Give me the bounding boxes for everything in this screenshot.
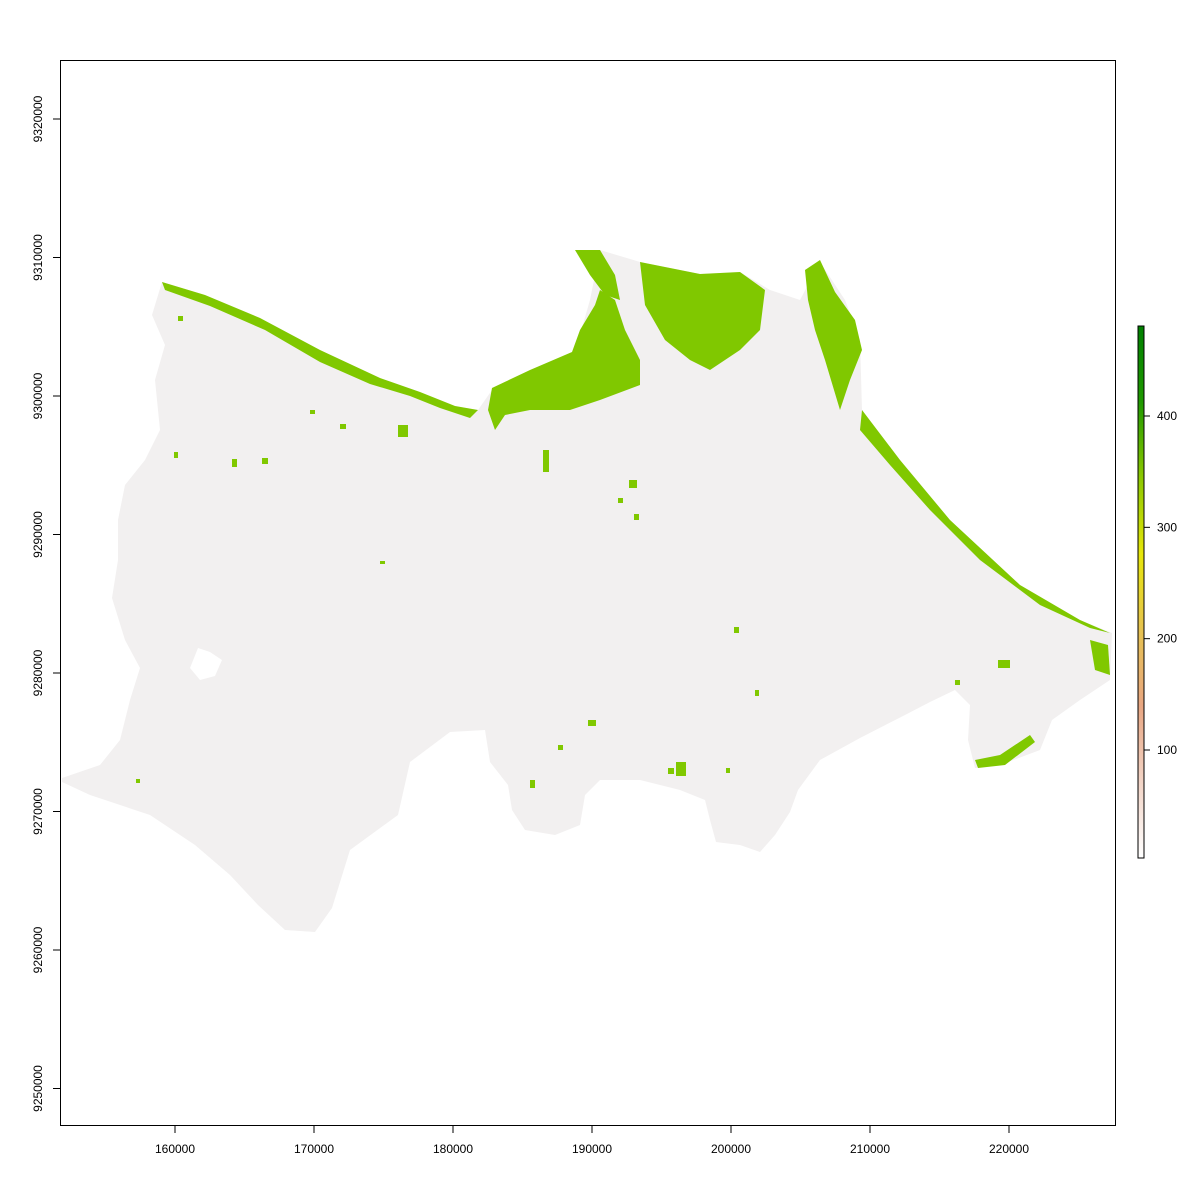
inland-water-body	[190, 648, 222, 680]
delta-vegetation-central	[640, 262, 765, 370]
legend-tick-label: 300	[1157, 520, 1177, 534]
plot-frame	[60, 60, 1116, 1126]
southeast-patch	[975, 735, 1035, 768]
y-tick-label: 9300000	[31, 372, 45, 419]
patch-20	[726, 768, 730, 773]
patch-6	[543, 450, 549, 472]
y-tick-label: 9310000	[31, 234, 45, 281]
patch-16	[530, 780, 535, 788]
y-axis: 9250000 9260000 9270000 9280000 9290000 93000…	[31, 95, 60, 1112]
x-tick-label: 160000	[155, 1142, 195, 1156]
patch-4	[232, 459, 237, 467]
patch-3	[398, 425, 408, 437]
patch-18	[998, 660, 1010, 668]
x-tick-label: 180000	[433, 1142, 473, 1156]
coastal-strip-west	[162, 282, 478, 418]
delta-vegetation-north	[575, 250, 620, 300]
patch-8	[618, 498, 623, 503]
y-tick-label: 9280000	[31, 649, 45, 696]
y-tick-label: 9320000	[31, 95, 45, 142]
legend-colorbar: 100 200 300 400	[1137, 325, 1177, 859]
patch-19	[755, 690, 759, 696]
legend-tick-label: 200	[1157, 632, 1177, 646]
y-tick-label: 9270000	[31, 788, 45, 835]
patch-2	[340, 424, 346, 429]
patch-9	[634, 514, 639, 520]
x-tick-label: 190000	[572, 1142, 612, 1156]
patch-15	[558, 745, 563, 750]
y-tick-label: 9250000	[31, 1065, 45, 1112]
patch-7	[629, 480, 637, 488]
x-tick-label: 220000	[989, 1142, 1029, 1156]
river-mouth-vegetation	[805, 260, 862, 410]
patch-11	[734, 627, 739, 633]
east-coast-patch	[1090, 640, 1110, 675]
legend-bar	[1137, 325, 1145, 859]
patch-10	[380, 561, 385, 564]
x-tick-label: 170000	[294, 1142, 334, 1156]
patch-14	[668, 768, 674, 774]
y-tick-label: 9290000	[31, 511, 45, 558]
patch-12	[588, 720, 596, 726]
patch-17	[136, 779, 140, 783]
patch-5	[262, 458, 268, 464]
patch-22	[310, 410, 315, 414]
patch-1	[178, 316, 183, 321]
x-tick-label: 210000	[850, 1142, 890, 1156]
x-axis: 160000 170000 180000 190000 200000 210000 2200…	[155, 1126, 1029, 1156]
patch-13	[676, 762, 686, 776]
y-tick-label: 9260000	[31, 926, 45, 973]
patch-23	[955, 680, 960, 685]
patch-21	[174, 452, 178, 458]
legend-tick-label: 400	[1157, 409, 1177, 423]
study-area-landmass	[62, 250, 1112, 932]
delta-vegetation-west	[488, 290, 640, 430]
vegetation-patches	[136, 250, 1110, 788]
x-tick-label: 200000	[711, 1142, 751, 1156]
legend-tick-label: 100	[1157, 743, 1177, 757]
